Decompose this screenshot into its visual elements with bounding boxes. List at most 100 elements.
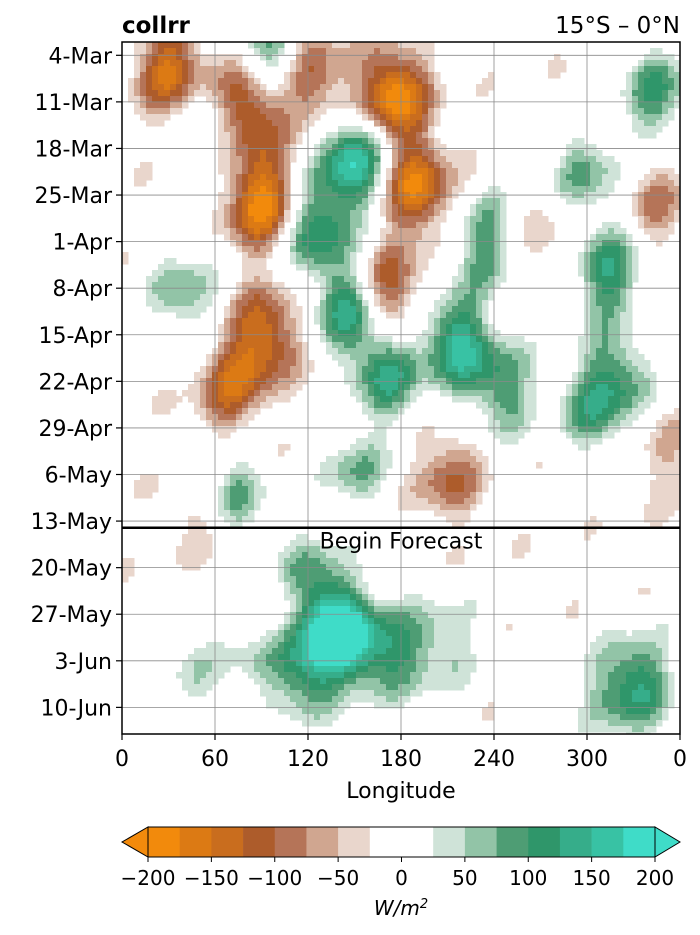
field-cell <box>596 426 603 433</box>
field-cell <box>392 240 399 247</box>
field-cell <box>656 672 663 679</box>
field-cell <box>356 486 363 493</box>
field-cell <box>368 636 375 643</box>
field-cell <box>554 72 561 79</box>
field-cell <box>254 354 261 361</box>
field-cell <box>434 306 441 313</box>
field-cell <box>512 366 519 373</box>
field-cell <box>518 420 525 427</box>
field-cell <box>320 42 327 49</box>
field-cell <box>278 198 285 205</box>
field-cell <box>494 216 501 223</box>
field-cell <box>614 408 621 415</box>
field-cell <box>386 666 393 673</box>
field-cell <box>278 90 285 97</box>
field-cell <box>308 228 315 235</box>
field-cell <box>386 276 393 283</box>
field-cell <box>566 414 573 421</box>
field-cell <box>386 174 393 181</box>
field-cell <box>368 342 375 349</box>
field-cell <box>332 150 339 157</box>
field-cell <box>272 390 279 397</box>
field-cell <box>230 312 237 319</box>
field-cell <box>374 438 381 445</box>
field-cell <box>278 312 285 319</box>
field-cell <box>302 666 309 673</box>
field-cell <box>422 600 429 607</box>
field-cell <box>350 90 357 97</box>
field-cell <box>320 696 327 703</box>
field-cell <box>488 216 495 223</box>
field-cell <box>176 78 183 85</box>
field-cell <box>416 78 423 85</box>
field-cell <box>230 144 237 151</box>
field-cell <box>242 102 249 109</box>
field-cell <box>374 624 381 631</box>
field-cell <box>650 114 657 121</box>
field-cell <box>308 636 315 643</box>
field-cell <box>662 630 669 637</box>
field-cell <box>368 108 375 115</box>
field-cell <box>524 384 531 391</box>
field-cell <box>332 684 339 691</box>
field-cell <box>440 492 447 499</box>
field-cell <box>440 468 447 475</box>
chart-title: collrr <box>122 13 191 39</box>
field-cell <box>392 216 399 223</box>
field-cell <box>530 210 537 217</box>
field-cell <box>176 294 183 301</box>
field-cell <box>260 324 267 331</box>
field-cell <box>350 264 357 271</box>
field-cell <box>542 234 549 241</box>
field-cell <box>392 618 399 625</box>
field-cell <box>620 342 627 349</box>
field-cell <box>518 354 525 361</box>
field-cell <box>290 630 297 637</box>
field-cell <box>650 132 657 139</box>
field-cell <box>362 684 369 691</box>
field-cell <box>200 90 207 97</box>
field-cell <box>470 330 477 337</box>
field-cell <box>440 312 447 319</box>
field-cell <box>380 474 387 481</box>
field-cell <box>224 126 231 133</box>
field-cell <box>620 246 627 253</box>
field-cell <box>152 72 159 79</box>
field-cell <box>326 252 333 259</box>
field-cell <box>638 72 645 79</box>
field-cell <box>416 240 423 247</box>
field-cell <box>140 78 147 85</box>
field-cell <box>470 654 477 661</box>
field-cell <box>596 348 603 355</box>
field-cell <box>590 642 597 649</box>
field-cell <box>422 618 429 625</box>
field-cell <box>434 150 441 157</box>
field-cell <box>404 630 411 637</box>
field-cell <box>140 84 147 91</box>
field-cell <box>644 60 651 67</box>
field-cell <box>428 366 435 373</box>
field-cell <box>296 576 303 583</box>
field-cell <box>596 660 603 667</box>
field-cell <box>194 372 201 379</box>
field-cell <box>356 198 363 205</box>
field-cell <box>170 306 177 313</box>
field-cell <box>332 642 339 649</box>
field-cell <box>368 162 375 169</box>
field-cell <box>332 552 339 559</box>
field-cell <box>674 426 680 433</box>
field-cell <box>428 606 435 613</box>
field-cell <box>428 504 435 511</box>
field-cell <box>386 306 393 313</box>
field-cell <box>506 384 513 391</box>
field-cell <box>242 348 249 355</box>
field-cell <box>170 96 177 103</box>
field-cell <box>488 324 495 331</box>
field-cell <box>554 54 561 61</box>
field-cell <box>410 660 417 667</box>
field-cell <box>350 462 357 469</box>
field-cell <box>254 114 261 121</box>
field-cell <box>248 348 255 355</box>
field-cell <box>404 48 411 55</box>
field-cell <box>326 318 333 325</box>
